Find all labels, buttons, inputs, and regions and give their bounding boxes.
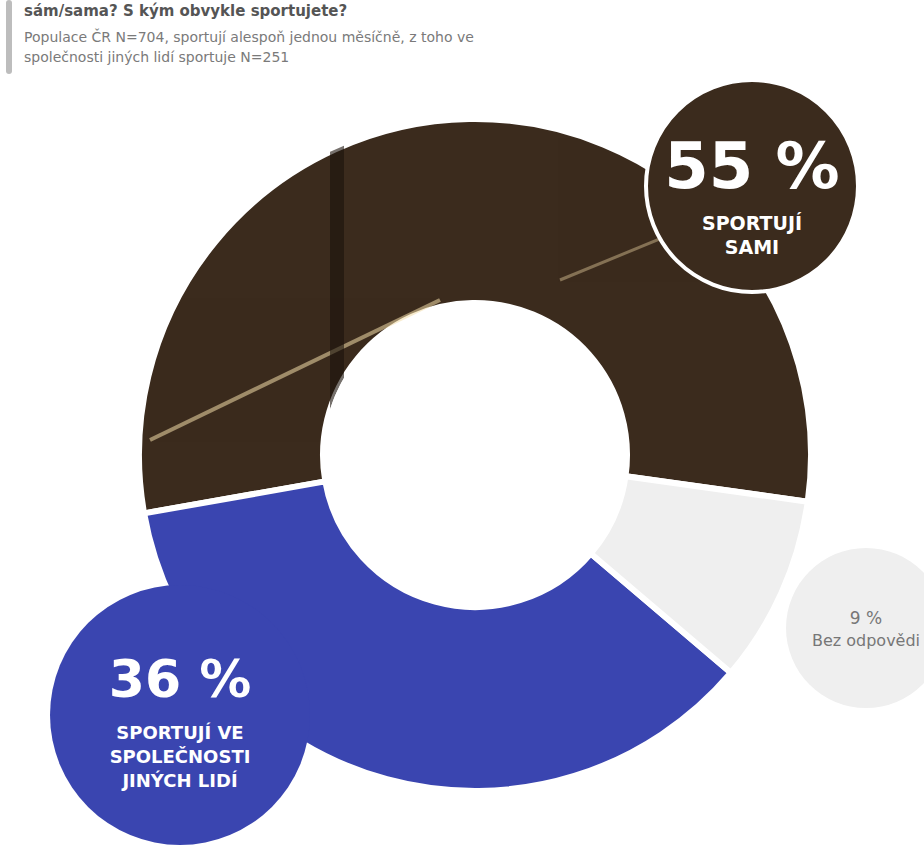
text-line: SPOLEČNOSTI: [110, 746, 251, 767]
callout-circle: [646, 80, 858, 292]
callout-circle: [50, 585, 310, 845]
subtitle: Populace ČR N=704, sportují alespoň jedn…: [24, 28, 474, 65]
chart: sám/sama? S kým obvykle sportujete? Popul…: [0, 0, 924, 866]
hole: [323, 303, 627, 607]
data-label: 55 %: [664, 129, 839, 203]
slice: [591, 476, 808, 673]
callout: 55 % SPORTUJÍSAMI: [646, 80, 858, 292]
callout: 9 % Bez odpovědi: [786, 548, 924, 708]
data-label: 36 %: [109, 649, 252, 709]
text-line: společnosti jiných lidí sportuje N=251: [24, 49, 289, 65]
category-label: Bez odpovědi: [812, 631, 920, 650]
text-line: JINÝCH LIDÍ: [120, 770, 238, 791]
text-line: SAMI: [725, 236, 779, 258]
text-line: SPORTUJÍ VE: [116, 722, 243, 743]
callout: 36 % SPORTUJÍ VE SPOLEČNOSTI JINÝCH LIDÍ: [50, 585, 310, 845]
callout-circle: [786, 548, 924, 708]
header-bar: [6, 0, 12, 74]
category-label: SPORTUJÍ VE SPOLEČNOSTI JINÝCH LIDÍ: [110, 722, 251, 791]
category-label: SPORTUJÍSAMI: [702, 212, 802, 258]
text-line: SPORTUJÍ: [702, 212, 802, 234]
title: sám/sama? S kým obvykle sportujete?: [24, 2, 347, 20]
data-label: 9 %: [850, 608, 882, 628]
text-line: Populace ČR N=704, sportují alespoň jedn…: [24, 28, 474, 45]
text-line: Bez odpovědi: [812, 631, 920, 650]
